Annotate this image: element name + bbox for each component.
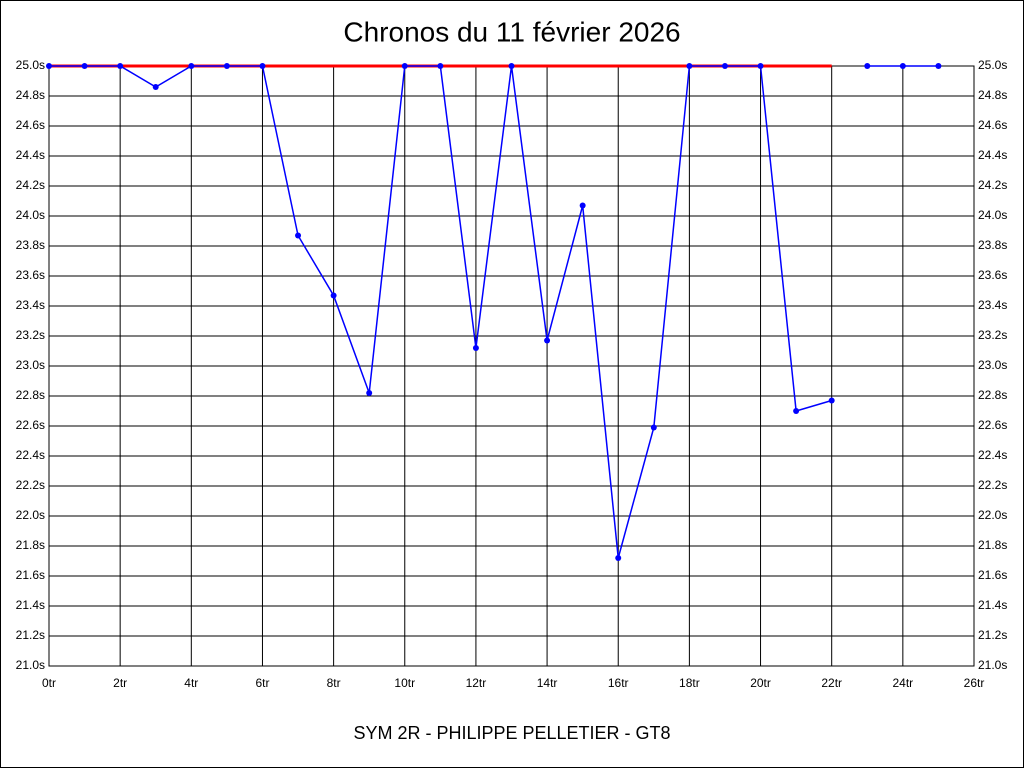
data-point [544,337,551,344]
x-tick-label: 18tr [679,676,700,690]
data-point [757,63,764,69]
x-tick-label: 26tr [964,676,985,690]
x-tick-label: 14tr [537,676,558,690]
y2-tick-label: 21.6s [978,568,1007,582]
y-tick-label: 24.2s [16,178,45,192]
x-tick-label: 16tr [608,676,629,690]
x-tick-label: 6tr [255,676,269,690]
data-point [615,555,622,561]
y2-tick-label: 25.0s [978,58,1007,72]
y2-tick-label: 23.0s [978,358,1007,372]
data-point [686,63,693,69]
x-tick-label: 22tr [821,676,842,690]
y2-tick-label: 22.4s [978,448,1007,462]
y2-tick-label: 24.4s [978,148,1007,162]
y2-tick-label: 23.8s [978,238,1007,252]
data-point [472,345,479,351]
x-tick-label: 12tr [466,676,487,690]
y-tick-label: 21.8s [16,538,45,552]
chart-footer: SYM 2R - PHILIPPE PELLETIER - GT8 [353,723,670,743]
data-point [295,232,302,239]
y-tick-label: 23.2s [16,328,45,342]
y2-tick-label: 22.6s [978,418,1007,432]
y-tick-label: 24.0s [16,208,45,222]
data-point [366,390,373,396]
y2-tick-label: 21.2s [978,628,1007,642]
y-tick-label: 23.6s [16,268,45,282]
x-tick-label: 8tr [327,676,341,690]
y2-tick-label: 22.0s [978,508,1007,522]
data-point [152,84,159,90]
x-tick-label: 0tr [42,676,56,690]
data-point [81,63,88,69]
x-tick-label: 10tr [394,676,415,690]
y-tick-label: 21.6s [16,568,45,582]
data-point [650,424,657,431]
y2-tick-label: 24.2s [978,178,1007,192]
data-point [899,63,906,69]
data-point [864,63,871,69]
y2-tick-label: 21.4s [978,598,1007,612]
data-point [330,292,337,299]
y2-tick-label: 24.8s [978,88,1007,102]
data-point [188,63,195,69]
y-tick-label: 23.4s [16,298,45,312]
data-point [935,63,942,69]
y2-tick-label: 22.8s [978,388,1007,402]
y-tick-label: 24.6s [16,118,45,132]
data-point [721,63,728,69]
chart-title: Chronos du 11 février 2026 [343,16,680,47]
y2-tick-label: 24.6s [978,118,1007,132]
y2-tick-label: 23.2s [978,328,1007,342]
y-tick-label: 22.2s [16,478,45,492]
y2-tick-label: 23.4s [978,298,1007,312]
y2-tick-label: 24.0s [978,208,1007,222]
y-tick-label: 24.4s [16,148,45,162]
data-point [437,63,444,69]
x-tick-label: 2tr [113,676,127,690]
data-point [117,63,124,69]
y2-tick-label: 23.6s [978,268,1007,282]
y-tick-label: 23.8s [16,238,45,252]
data-point [223,63,230,69]
data-point [793,408,800,414]
data-point [828,397,835,404]
y2-tick-label: 21.0s [978,658,1007,672]
y-tick-label: 22.0s [16,508,45,522]
y-tick-label: 21.4s [16,598,45,612]
y-tick-label: 22.6s [16,418,45,432]
y-tick-label: 22.4s [16,448,45,462]
data-point [508,63,515,69]
x-tick-label: 24tr [893,676,914,690]
y-tick-label: 25.0s [16,58,45,72]
y2-tick-label: 22.2s [978,478,1007,492]
data-point [259,63,266,69]
y-tick-label: 24.8s [16,88,45,102]
data-point [46,63,52,69]
y-tick-label: 21.0s [16,658,45,672]
data-point [579,202,586,209]
y-tick-label: 21.2s [16,628,45,642]
data-point [401,63,408,69]
x-tick-label: 20tr [750,676,771,690]
x-tick-label: 4tr [184,676,198,690]
y-tick-label: 23.0s [16,358,45,372]
y2-tick-label: 21.8s [978,538,1007,552]
y-tick-label: 22.8s [16,388,45,402]
